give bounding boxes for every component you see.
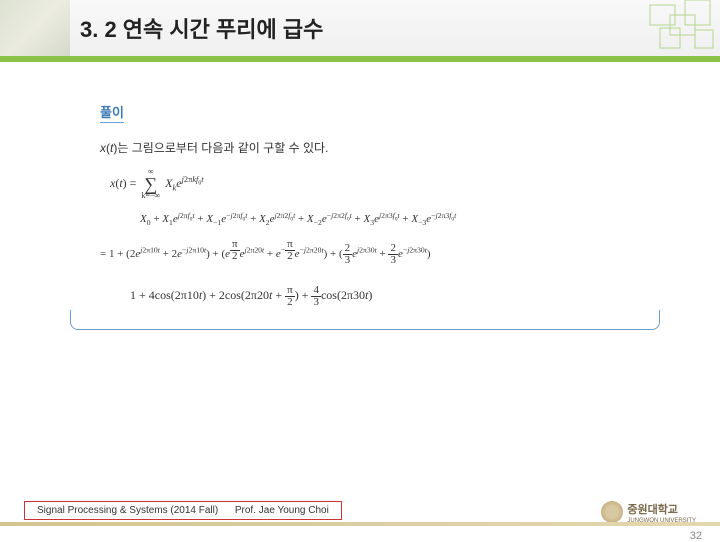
course-name: Signal Processing & Systems (2014 Fall) (37, 505, 218, 516)
math-derivation: x(t) = ∞ ∑ k=−∞ Xkej2πkf0t X0 + X1ej2πf0… (110, 168, 670, 310)
eq-line-3: = 1 + (2ej2π10t + 2e−j2π10t) + (eπ2ej2π2… (100, 239, 670, 267)
professor-name: Prof. Jae Young Choi (235, 505, 329, 516)
slide-footer: Signal Processing & Systems (2014 Fall) … (0, 496, 720, 526)
slide-header: 3. 2 연속 시간 푸리에 급수 (0, 0, 720, 62)
eq-line-2: X0 + X1ej2πf0t + X−1e−j2πf0t + X2ej2π2f0… (140, 206, 670, 233)
eq-line-4: 1 + 4cos(2π10t) + 2cos(2π20t + π2) + 43c… (130, 281, 670, 310)
header-bg-left (0, 0, 70, 56)
content-bracket (70, 310, 660, 330)
slide-title: 3. 2 연속 시간 푸리에 급수 (80, 12, 323, 44)
logo-text-kr: 중원대학교 (627, 504, 678, 516)
university-logo: 중원대학교 JUNGWON UNIVERSITY (601, 500, 696, 524)
eq-line-1: x(t) = ∞ ∑ k=−∞ Xkej2πkf0t (110, 168, 670, 200)
intro-text: x(t)는 그림으로부터 다음과 같이 구할 수 있다. (100, 139, 670, 156)
footer-info-box: Signal Processing & Systems (2014 Fall) … (24, 501, 342, 520)
page-number: 32 (690, 530, 702, 542)
footer-accent-line (0, 522, 720, 526)
header-deco-right (610, 0, 720, 56)
logo-emblem-icon (601, 501, 623, 523)
solution-label: 풀이 (100, 102, 124, 123)
slide-content: 풀이 x(t)는 그림으로부터 다음과 같이 구할 수 있다. x(t) = ∞… (0, 62, 720, 310)
